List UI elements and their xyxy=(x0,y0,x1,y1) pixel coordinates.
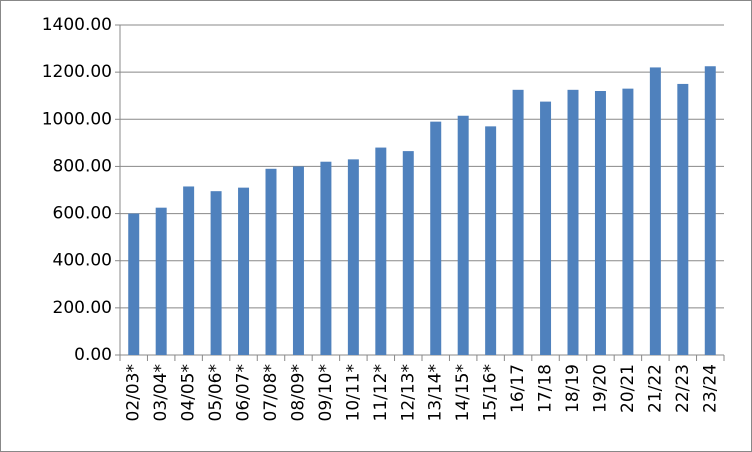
x-tick-label: 20/21 xyxy=(618,364,638,413)
bar xyxy=(210,191,222,355)
x-tick-label: 14/15* xyxy=(453,364,473,422)
x-tick-label: 04/05* xyxy=(179,364,199,422)
x-tick-label: 05/06* xyxy=(206,364,226,422)
x-tick-label: 22/23 xyxy=(673,364,693,413)
x-tick-label: 15/16* xyxy=(481,364,501,422)
y-tick-label: 1400.00 xyxy=(42,15,112,35)
bar xyxy=(347,159,359,355)
bar xyxy=(677,83,689,355)
x-tick-label: 02/03* xyxy=(124,364,144,422)
y-tick-label: 1200.00 xyxy=(42,62,112,82)
bar xyxy=(430,121,442,356)
x-tick-label: 18/19 xyxy=(563,364,583,413)
x-tick-label: 23/24 xyxy=(700,364,720,413)
bar xyxy=(155,207,167,355)
bar xyxy=(375,147,387,355)
bar xyxy=(183,186,195,355)
y-tick-label: 400.00 xyxy=(53,251,112,271)
x-tick-label: 07/08* xyxy=(261,364,281,422)
bar xyxy=(540,101,552,355)
x-tick-label: 10/11* xyxy=(343,364,363,422)
x-tick-label: 16/17 xyxy=(508,364,528,413)
bar xyxy=(402,151,414,355)
x-tick-label: 12/13* xyxy=(398,364,418,422)
bar xyxy=(485,126,497,355)
x-tick-label: 03/04* xyxy=(151,364,171,422)
x-tick-label: 19/20 xyxy=(590,364,610,413)
y-tick-label: 600.00 xyxy=(53,204,112,224)
bar xyxy=(457,115,469,355)
x-tick-label: 08/09* xyxy=(288,364,308,422)
bar xyxy=(265,168,277,355)
bar xyxy=(512,89,524,356)
x-tick-label: 21/22 xyxy=(645,364,665,413)
bar xyxy=(567,89,579,356)
bar xyxy=(622,88,634,356)
bar xyxy=(704,66,716,355)
y-tick-label: 800.00 xyxy=(53,156,112,176)
bar xyxy=(649,67,661,355)
x-tick-label: 06/07* xyxy=(234,364,254,422)
y-tick-label: 200.00 xyxy=(53,298,112,318)
bar xyxy=(238,187,250,355)
bar xyxy=(128,213,140,355)
x-tick-label: 17/18 xyxy=(536,364,556,413)
y-tick-label: 1000.00 xyxy=(42,109,112,129)
x-tick-label: 09/10* xyxy=(316,364,336,422)
bar xyxy=(594,91,606,355)
x-tick-label: 11/12* xyxy=(371,364,391,422)
bar xyxy=(320,161,332,355)
bar xyxy=(292,166,304,355)
x-tick-label: 13/14* xyxy=(426,364,446,422)
y-tick-label: 0.00 xyxy=(74,345,112,365)
